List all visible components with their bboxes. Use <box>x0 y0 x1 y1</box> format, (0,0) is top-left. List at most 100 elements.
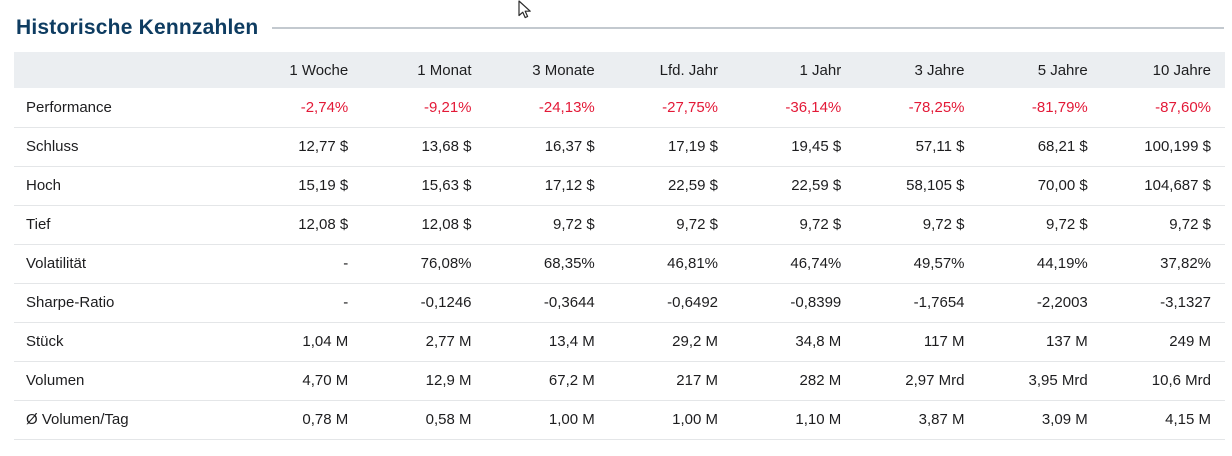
table-cell: 29,2 M <box>608 322 732 362</box>
table-cell: 37,82% <box>1101 244 1225 284</box>
table-cell: -81,79% <box>978 88 1102 128</box>
table-cell: 12,08 $ <box>239 205 363 245</box>
table-cell: 19,45 $ <box>732 127 856 167</box>
section-header: Historische Kennzahlen <box>0 0 1232 52</box>
column-header-empty <box>14 52 239 88</box>
table-cell: 12,9 M <box>362 361 486 401</box>
column-header-5-jahre: 5 Jahre <box>978 52 1102 88</box>
table-cell: 46,74% <box>732 244 856 284</box>
table-cell: -2,2003 <box>978 283 1102 323</box>
table-cell: 67,2 M <box>485 361 609 401</box>
table-row-tief: Tief 12,08 $ 12,08 $ 9,72 $ 9,72 $ 9,72 … <box>14 205 1225 245</box>
table-cell: 10,6 Mrd <box>1101 361 1225 401</box>
table-cell: 44,19% <box>978 244 1102 284</box>
table-cell: 9,72 $ <box>978 205 1102 245</box>
table-cell: - <box>239 244 363 284</box>
column-header-3-monate: 3 Monate <box>485 52 609 88</box>
table-cell: 9,72 $ <box>485 205 609 245</box>
table-cell: 15,19 $ <box>239 166 363 206</box>
table-cell: -0,3644 <box>485 283 609 323</box>
table-cell: 9,72 $ <box>608 205 732 245</box>
table-row-performance: Performance -2,74% -9,21% -24,13% -27,75… <box>14 88 1225 128</box>
table-cell: 58,105 $ <box>855 166 979 206</box>
table-cell: 22,59 $ <box>608 166 732 206</box>
table-cell: 1,00 M <box>608 400 732 440</box>
table-cell: 0,58 M <box>362 400 486 440</box>
table-cell: -87,60% <box>1101 88 1225 128</box>
table-cell: 117 M <box>855 322 979 362</box>
table-cell: 3,95 Mrd <box>978 361 1102 401</box>
table-row-stueck: Stück 1,04 M 2,77 M 13,4 M 29,2 M 34,8 M… <box>14 322 1225 362</box>
page-title: Historische Kennzahlen <box>16 16 259 39</box>
table-cell: 2,97 Mrd <box>855 361 979 401</box>
table-cell: 17,12 $ <box>485 166 609 206</box>
table-cell: 9,72 $ <box>855 205 979 245</box>
table-cell: 0,78 M <box>239 400 363 440</box>
table-cell: 49,57% <box>855 244 979 284</box>
table-row-volumen-pro-tag: Ø Volumen/Tag 0,78 M 0,58 M 1,00 M 1,00 … <box>14 400 1225 440</box>
column-header-lfd-jahr: Lfd. Jahr <box>608 52 732 88</box>
table-cell: 2,77 M <box>362 322 486 362</box>
table-cell: -78,25% <box>855 88 979 128</box>
table-row-hoch: Hoch 15,19 $ 15,63 $ 17,12 $ 22,59 $ 22,… <box>14 166 1225 206</box>
table-cell: 76,08% <box>362 244 486 284</box>
table-cell: 34,8 M <box>732 322 856 362</box>
table-cell: 22,59 $ <box>732 166 856 206</box>
table-cell: -1,7654 <box>855 283 979 323</box>
table-cell: 70,00 $ <box>978 166 1102 206</box>
row-label: Schluss <box>14 127 239 167</box>
column-header-1-woche: 1 Woche <box>239 52 363 88</box>
table-cell: 17,19 $ <box>608 127 732 167</box>
column-header-10-jahre: 10 Jahre <box>1101 52 1225 88</box>
row-label: Tief <box>14 205 239 245</box>
table-cell: 13,4 M <box>485 322 609 362</box>
table-cell: 137 M <box>978 322 1102 362</box>
table-cell: -2,74% <box>239 88 363 128</box>
column-header-1-jahr: 1 Jahr <box>732 52 856 88</box>
table-cell: -0,6492 <box>608 283 732 323</box>
table-cell: -36,14% <box>732 88 856 128</box>
table-row-schluss: Schluss 12,77 $ 13,68 $ 16,37 $ 17,19 $ … <box>14 127 1225 167</box>
table-cell: 3,87 M <box>855 400 979 440</box>
table-cell: 4,70 M <box>239 361 363 401</box>
table-cell: 12,77 $ <box>239 127 363 167</box>
table-cell: - <box>239 283 363 323</box>
row-label: Volumen <box>14 361 239 401</box>
table-header-row: 1 Woche 1 Monat 3 Monate Lfd. Jahr 1 Jah… <box>14 52 1225 88</box>
table-cell: -0,1246 <box>362 283 486 323</box>
column-header-3-jahre: 3 Jahre <box>855 52 979 88</box>
table-cell: -9,21% <box>362 88 486 128</box>
table-cell: 249 M <box>1101 322 1225 362</box>
table-cell: 9,72 $ <box>732 205 856 245</box>
table-cell: 68,21 $ <box>978 127 1102 167</box>
table-cell: 15,63 $ <box>362 166 486 206</box>
table-cell: 16,37 $ <box>485 127 609 167</box>
table-cell: 1,10 M <box>732 400 856 440</box>
row-label: Performance <box>14 88 239 128</box>
row-label: Ø Volumen/Tag <box>14 400 239 440</box>
table-cell: 1,04 M <box>239 322 363 362</box>
table-row-volatilitaet: Volatilität - 76,08% 68,35% 46,81% 46,74… <box>14 244 1225 284</box>
row-label: Sharpe-Ratio <box>14 283 239 323</box>
table-cell: 12,08 $ <box>362 205 486 245</box>
table-row-volumen: Volumen 4,70 M 12,9 M 67,2 M 217 M 282 M… <box>14 361 1225 401</box>
table-cell: -27,75% <box>608 88 732 128</box>
table-cell: 104,687 $ <box>1101 166 1225 206</box>
table-cell: 217 M <box>608 361 732 401</box>
column-header-1-monat: 1 Monat <box>362 52 486 88</box>
row-label: Hoch <box>14 166 239 206</box>
row-label: Volatilität <box>14 244 239 284</box>
table-cell: 3,09 M <box>978 400 1102 440</box>
table-cell: -24,13% <box>485 88 609 128</box>
table-cell: -3,1327 <box>1101 283 1225 323</box>
historical-figures-table: 1 Woche 1 Monat 3 Monate Lfd. Jahr 1 Jah… <box>14 52 1225 440</box>
table-cell: 282 M <box>732 361 856 401</box>
table-cell: 100,199 $ <box>1101 127 1225 167</box>
table-cell: 46,81% <box>608 244 732 284</box>
table-cell: 57,11 $ <box>855 127 979 167</box>
table-cell: 1,00 M <box>485 400 609 440</box>
table-row-sharpe-ratio: Sharpe-Ratio - -0,1246 -0,3644 -0,6492 -… <box>14 283 1225 323</box>
table-cell: -0,8399 <box>732 283 856 323</box>
table-cell: 9,72 $ <box>1101 205 1225 245</box>
